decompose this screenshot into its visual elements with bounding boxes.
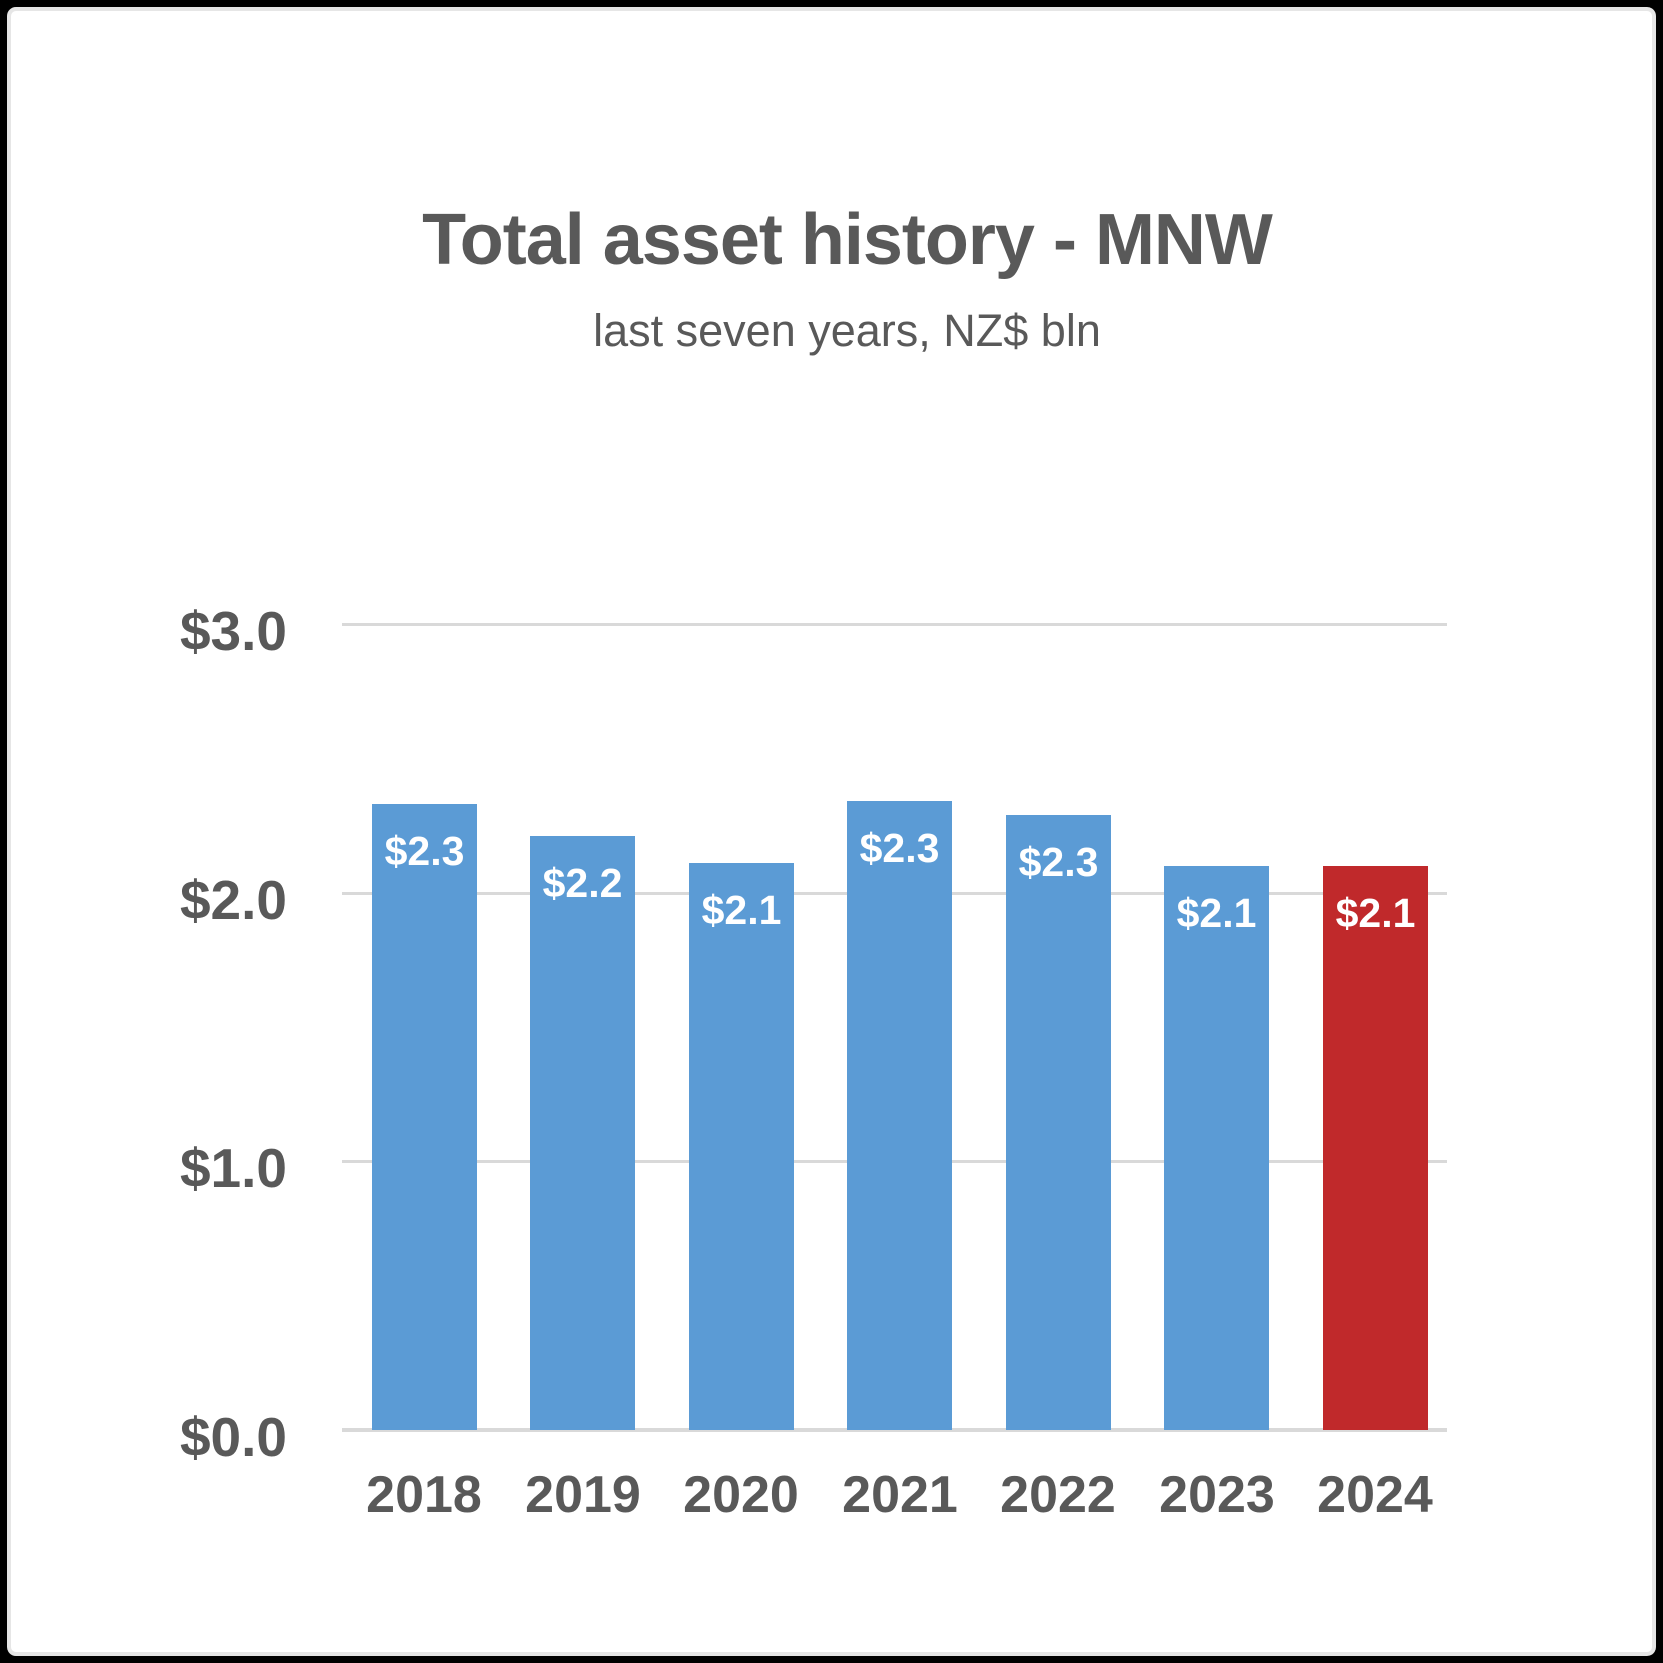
bar-value-label: $2.1	[1335, 890, 1416, 936]
chart-title: Total asset history - MNW	[422, 200, 1273, 280]
bar-2021: $2.3	[847, 801, 952, 1430]
y-tick-label: $3.0	[179, 600, 287, 662]
bar-value-label: $2.3	[384, 828, 465, 874]
x-tick-label-2020: 2020	[683, 1466, 799, 1524]
x-tick-label-2019: 2019	[525, 1466, 641, 1524]
y-tick-label: $2.0	[179, 868, 287, 931]
x-tick-label-2023: 2023	[1159, 1466, 1275, 1524]
x-tick-label-2018: 2018	[366, 1466, 482, 1524]
gridline-$3.0	[342, 623, 1447, 626]
y-tick-label: $0.0	[179, 1406, 287, 1468]
x-axis-line	[342, 1428, 1447, 1432]
x-tick-label-2024: 2024	[1317, 1466, 1433, 1524]
plot-area: $2.3 $2.2 $2.1 $2.3 $2.3 $2.1 $2.1	[342, 623, 1447, 1432]
bar-value-label: $2.1	[701, 887, 782, 933]
bar-value-label: $2.2	[542, 860, 623, 906]
bar-2024-highlighted: $2.1	[1323, 866, 1428, 1430]
bar-2018: $2.3	[372, 804, 477, 1430]
bar-value-label: $2.3	[859, 825, 940, 871]
bar-2022: $2.3	[1006, 815, 1111, 1430]
chart-subtitle: last seven years, NZ$ bln	[593, 305, 1101, 356]
bar-2023: $2.1	[1164, 866, 1269, 1430]
y-tick-label: $1.0	[179, 1137, 287, 1200]
x-tick-label-2021: 2021	[842, 1466, 958, 1524]
bar-value-label: $2.3	[1018, 839, 1099, 885]
bar-2020: $2.1	[689, 863, 794, 1430]
bar-2019: $2.2	[530, 836, 635, 1430]
bar-value-label: $2.1	[1176, 890, 1257, 936]
x-tick-label-2022: 2022	[1000, 1466, 1116, 1524]
